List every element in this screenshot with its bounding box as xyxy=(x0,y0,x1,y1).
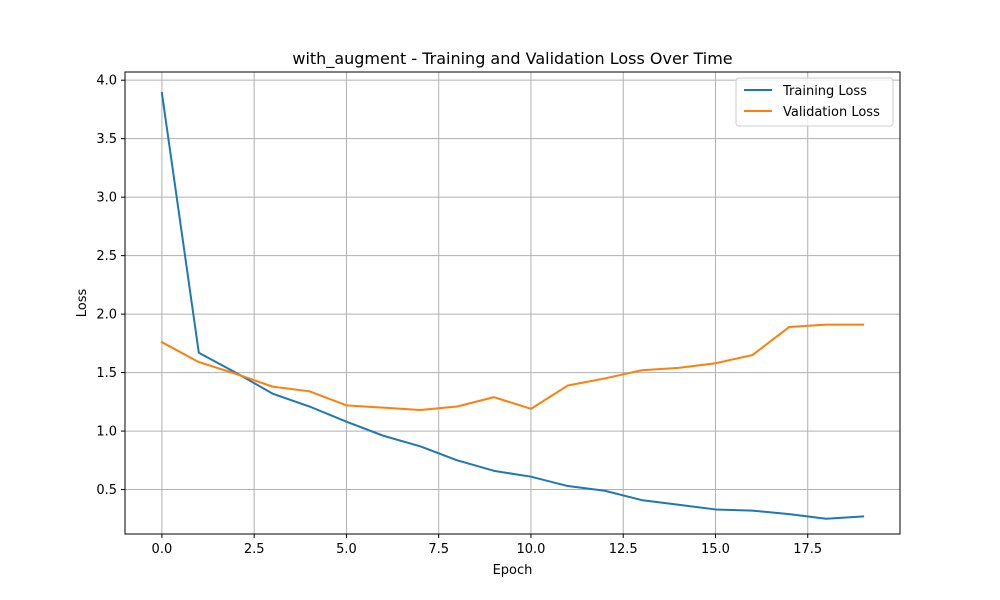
y-tick-label: 4.0 xyxy=(96,74,117,89)
legend-box xyxy=(735,77,894,127)
legend-label-validation: Validation Loss xyxy=(783,105,880,120)
y-tick-label: 2.5 xyxy=(96,249,117,264)
y-tick-label: 2.0 xyxy=(96,308,117,323)
y-axis-label: Loss xyxy=(75,289,90,318)
grid xyxy=(125,72,900,534)
axis-ticks: 0.0 2.5 5.0 7.5 10.0 12.5 15.0 17.5 0.5 1.0 1.5 2.0… xyxy=(96,74,822,557)
x-axis-label: Epoch xyxy=(493,563,533,578)
y-tick-label: 1.5 xyxy=(96,366,117,381)
y-tick-label: 3.0 xyxy=(96,191,117,206)
x-tick-label: 0.0 xyxy=(152,542,173,557)
y-tick-label: 1.0 xyxy=(96,425,117,440)
legend-label-training: Training Loss xyxy=(782,84,867,99)
x-tick-label: 5.0 xyxy=(336,542,357,557)
x-tick-label: 12.5 xyxy=(609,542,638,557)
y-tick-label: 0.5 xyxy=(96,483,117,498)
training-loss-line xyxy=(160,91,865,520)
x-tick-label: 17.5 xyxy=(793,542,822,557)
x-tick-label: 10.0 xyxy=(516,542,545,557)
chart-title: with_augment - Training and Validation L… xyxy=(292,49,732,69)
x-tick-label: 15.0 xyxy=(701,542,730,557)
plot-frame xyxy=(124,71,901,535)
series-lines xyxy=(160,91,865,520)
y-tick-label: 3.5 xyxy=(96,132,117,147)
legend: Training Loss Validation Loss xyxy=(735,77,894,127)
x-tick-label: 7.5 xyxy=(428,542,449,557)
x-tick-label: 2.5 xyxy=(244,542,265,557)
validation-loss-line xyxy=(160,323,865,412)
